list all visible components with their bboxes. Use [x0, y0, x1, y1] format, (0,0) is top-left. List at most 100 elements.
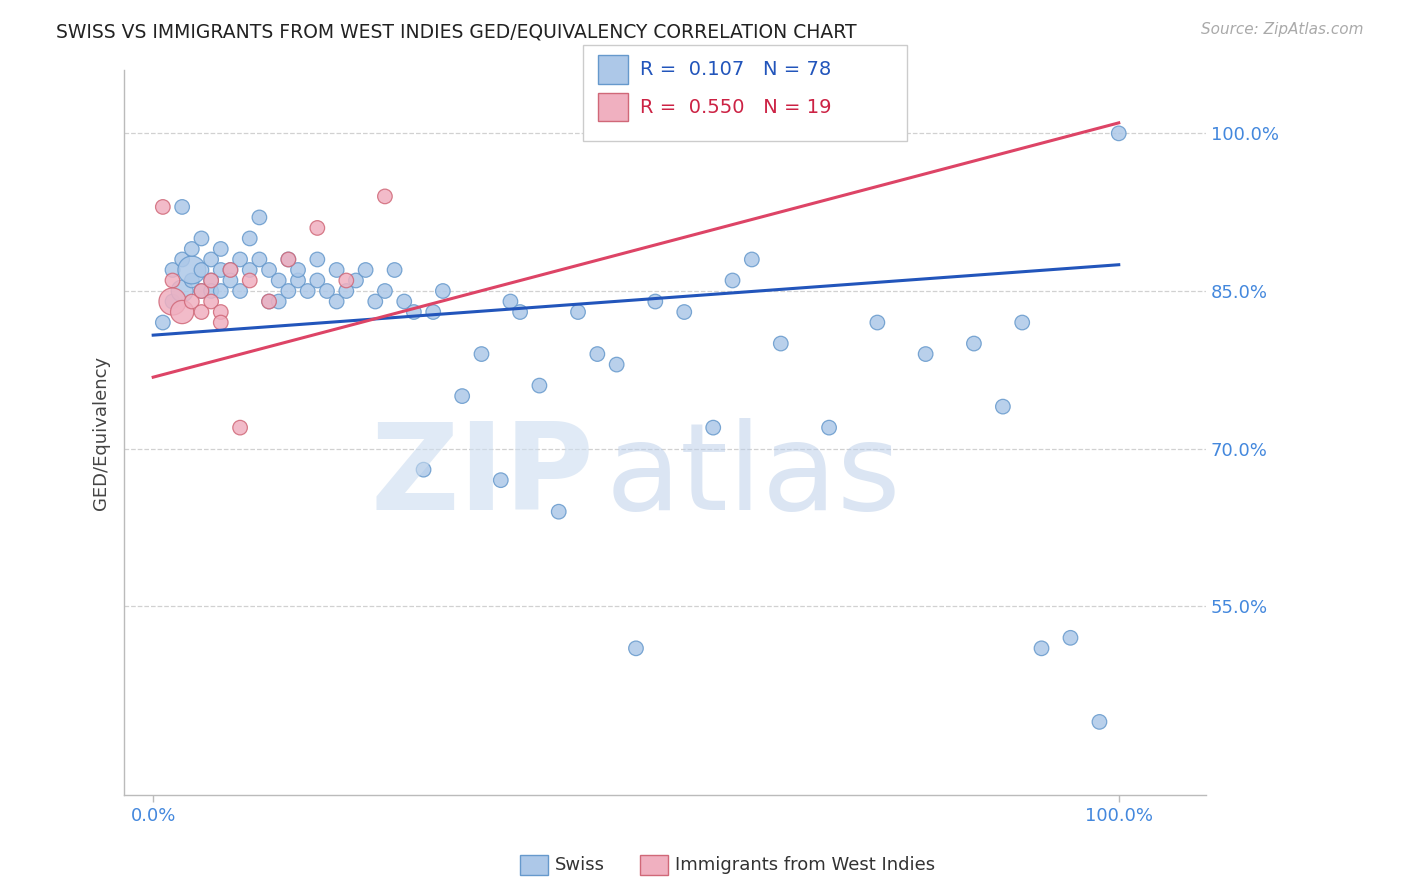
Point — [606, 358, 628, 372]
Point — [209, 242, 232, 256]
Point — [402, 305, 425, 319]
Point — [152, 316, 174, 330]
Point — [277, 252, 299, 267]
Point — [499, 294, 522, 309]
Text: atlas: atlas — [606, 417, 901, 535]
Point — [624, 641, 647, 656]
Text: R =  0.550   N = 19: R = 0.550 N = 19 — [640, 97, 831, 117]
Point — [209, 316, 232, 330]
Point — [451, 389, 474, 403]
Point — [384, 263, 406, 277]
Point — [297, 284, 319, 298]
Text: Source: ZipAtlas.com: Source: ZipAtlas.com — [1201, 22, 1364, 37]
Point — [818, 420, 841, 434]
Point — [567, 305, 589, 319]
Y-axis label: GED/Equivalency: GED/Equivalency — [93, 356, 110, 510]
Point — [470, 347, 492, 361]
Point — [963, 336, 986, 351]
Point — [180, 294, 202, 309]
Point — [190, 231, 212, 245]
Point — [190, 284, 212, 298]
Point — [1088, 714, 1111, 729]
Point — [267, 294, 290, 309]
Point — [354, 263, 377, 277]
Point — [239, 273, 262, 287]
Point — [172, 252, 194, 267]
Point — [547, 505, 569, 519]
Point — [209, 263, 232, 277]
Point — [247, 211, 270, 225]
Point — [209, 305, 232, 319]
Point — [702, 420, 724, 434]
Point — [152, 200, 174, 214]
Point — [364, 294, 387, 309]
Point — [374, 284, 396, 298]
Point — [422, 305, 444, 319]
Point — [394, 294, 416, 309]
Point — [257, 294, 280, 309]
Point — [374, 189, 396, 203]
Point — [172, 200, 194, 214]
Point — [335, 284, 357, 298]
Point — [489, 473, 512, 487]
Point — [200, 284, 222, 298]
Point — [509, 305, 531, 319]
Point — [432, 284, 454, 298]
Point — [257, 294, 280, 309]
Point — [180, 263, 202, 277]
Point — [162, 294, 184, 309]
Text: SWISS VS IMMIGRANTS FROM WEST INDIES GED/EQUIVALENCY CORRELATION CHART: SWISS VS IMMIGRANTS FROM WEST INDIES GED… — [56, 22, 856, 41]
Point — [325, 263, 347, 277]
Point — [200, 294, 222, 309]
Point — [219, 263, 242, 277]
Point — [344, 273, 367, 287]
Point — [866, 316, 889, 330]
Point — [1108, 127, 1130, 141]
Point — [721, 273, 744, 287]
Point — [277, 252, 299, 267]
Point — [316, 284, 339, 298]
Point — [162, 263, 184, 277]
Point — [162, 273, 184, 287]
Text: Swiss: Swiss — [555, 856, 606, 874]
Point — [914, 347, 936, 361]
Point — [1031, 641, 1053, 656]
Text: ZIP: ZIP — [371, 417, 595, 535]
Point — [200, 252, 222, 267]
Point — [412, 463, 434, 477]
Point — [200, 273, 222, 287]
Point — [190, 284, 212, 298]
Point — [307, 273, 329, 287]
Point — [586, 347, 609, 361]
Point — [741, 252, 763, 267]
Point — [172, 284, 194, 298]
Point — [162, 294, 184, 309]
Text: Immigrants from West Indies: Immigrants from West Indies — [675, 856, 935, 874]
Point — [769, 336, 792, 351]
Point — [180, 273, 202, 287]
Point — [277, 284, 299, 298]
Point — [239, 263, 262, 277]
Point — [307, 221, 329, 235]
Point — [287, 263, 309, 277]
Point — [172, 305, 194, 319]
Point — [180, 242, 202, 256]
Point — [644, 294, 666, 309]
Point — [219, 263, 242, 277]
Point — [257, 263, 280, 277]
Point — [307, 252, 329, 267]
Point — [229, 420, 252, 434]
Point — [200, 273, 222, 287]
Point — [287, 273, 309, 287]
Point — [1011, 316, 1033, 330]
Point — [219, 273, 242, 287]
Point — [239, 231, 262, 245]
Point — [267, 273, 290, 287]
Point — [991, 400, 1014, 414]
Point — [247, 252, 270, 267]
Point — [229, 252, 252, 267]
Point — [190, 305, 212, 319]
Point — [209, 284, 232, 298]
Point — [673, 305, 696, 319]
Point — [1059, 631, 1081, 645]
